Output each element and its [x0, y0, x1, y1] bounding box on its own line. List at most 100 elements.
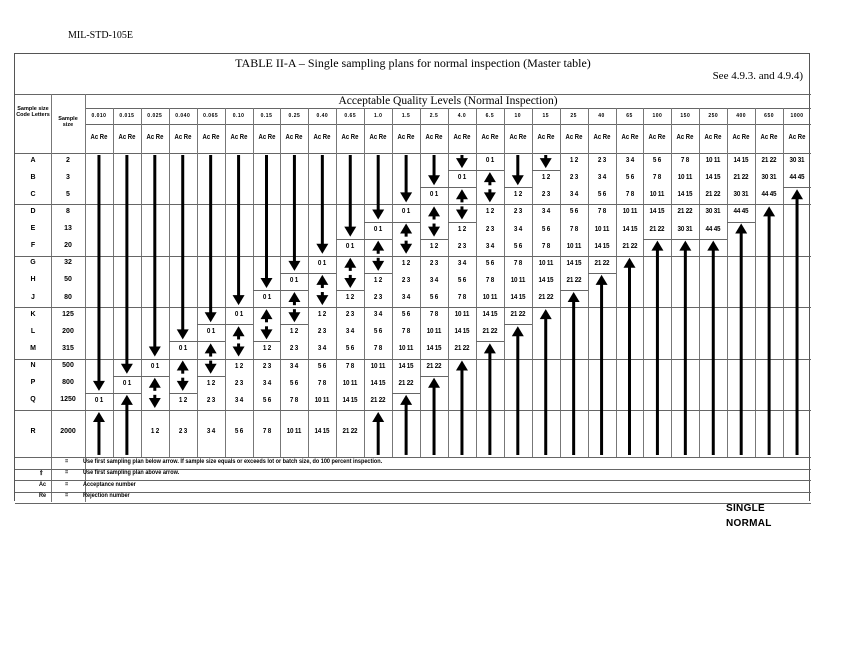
aql-level-header: 6.5 [485, 113, 495, 119]
ac-re-plan: 7 8 [485, 276, 494, 284]
ac-re-header: Ac Re [202, 134, 220, 141]
ac-re-plan: 1 2 [262, 345, 271, 353]
ac-re-plan: 21 22 [342, 428, 358, 436]
arrow-up-icon [511, 326, 524, 455]
ac-re-plan: 1 2 [178, 396, 187, 404]
plan-boundary [280, 290, 309, 292]
ac-re-plan: 10 11 [705, 157, 721, 164]
column-divider [699, 108, 701, 457]
plan-boundary [280, 324, 309, 326]
ac-re-plan: 5 6 [485, 259, 494, 267]
group-divider [15, 409, 811, 411]
arrow-up-icon [232, 326, 245, 340]
ac-re-header: Ac Re [369, 134, 387, 141]
column-divider [615, 108, 617, 457]
plan-boundary [224, 358, 253, 360]
ac-re-plan: 3 4 [234, 396, 243, 404]
ac-re-plan: 10 11 [342, 379, 358, 387]
arrow-head [260, 278, 273, 289]
plan-boundary [420, 187, 448, 189]
arrow-down-icon [400, 240, 413, 254]
arrow-head [539, 309, 552, 320]
plan-boundary [783, 187, 811, 189]
arrow-down-icon [483, 189, 496, 203]
ac-re-plan: 10 11 [678, 174, 693, 182]
arrow-down-icon [120, 155, 133, 374]
legend-symbol: Ac [39, 480, 47, 488]
ac-re-plan: 0 1 [429, 191, 439, 199]
arrow-head [428, 175, 441, 186]
ac-re-plan: 10 11 [315, 396, 330, 404]
ac-re-plan: 21 22 [510, 311, 526, 319]
ac-re-plan: 7 8 [681, 157, 690, 164]
ac-re-plan: 14 15 [370, 379, 386, 387]
ac-re-plan: 5 6 [290, 379, 299, 387]
aql-level-header: 0.065 [203, 113, 219, 119]
ac-re-header: Ac Re [732, 134, 750, 141]
code-letters-header: Sample size Code Letters [16, 106, 50, 118]
ac-re-header: Ac Re [146, 134, 164, 141]
ac-re-plan: 14 15 [342, 396, 358, 404]
ac-re-header: Ac Re [313, 134, 331, 141]
ac-re-plan: 10 11 [454, 311, 470, 319]
ac-re-plan: 5 6 [262, 396, 271, 404]
aql-level-header: 4.0 [457, 113, 467, 119]
arrow-up-icon [428, 377, 441, 455]
plan-boundary [364, 238, 393, 240]
sample-size: 5 [66, 190, 70, 198]
ac-re-plan: 0 1 [178, 345, 187, 353]
arrow-head [400, 243, 413, 254]
ac-re-plan: 21 22 [370, 396, 386, 404]
column-divider [196, 108, 198, 457]
sampling-plan-table: TABLE II-A – Single sampling plans for n… [14, 53, 811, 505]
ac-re-plan: 2 3 [457, 242, 467, 250]
ac-re-plan: 21 22 [454, 345, 470, 353]
ac-re-plan: 30 31 [733, 191, 749, 199]
ac-re-header: Ac Re [90, 134, 108, 141]
legend-equals: = [65, 457, 69, 465]
ac-re-plan: 1 2 [206, 379, 215, 387]
arrow-head [372, 260, 385, 271]
plan-boundary [475, 204, 504, 206]
ac-re-plan: 21 22 [677, 208, 693, 216]
column-divider [224, 108, 226, 457]
group-divider [15, 358, 811, 360]
arrow-down-icon [316, 292, 329, 306]
ac-re-plan: 44 45 [705, 225, 721, 233]
arrow-head [372, 240, 385, 251]
ac-re-plan: 14 15 [426, 345, 442, 353]
arrow-down-icon [344, 274, 357, 289]
arrow-head [92, 411, 105, 422]
ac-re-plan: 3 4 [625, 157, 634, 164]
ac-re-plan: 3 4 [597, 174, 606, 182]
arrow-head [791, 189, 804, 200]
aql-level-header: 150 [680, 113, 691, 119]
ac-re-plan: 7 8 [569, 225, 578, 233]
plan-boundary [308, 255, 337, 257]
code-letter: K [30, 310, 36, 318]
ac-re-plan: 14 15 [314, 428, 330, 436]
ac-re-plan: 0 1 [122, 379, 131, 387]
aql-level-header: 25 [570, 113, 577, 119]
arrow-down-icon [232, 155, 245, 306]
arrow-head [176, 360, 189, 371]
document-id: MIL-STD-105E [68, 30, 133, 41]
plan-boundary [364, 221, 393, 223]
arrow-head [316, 274, 329, 285]
plan-boundary [392, 255, 421, 257]
plan-boundary [559, 290, 588, 292]
plan-boundary [448, 221, 476, 223]
ac-re-plan: 21 22 [761, 157, 777, 164]
aql-level-header: 0.25 [288, 113, 301, 119]
aql-level-header: 0.015 [119, 113, 135, 119]
arrow-head [176, 329, 189, 340]
column-divider [503, 108, 505, 457]
ac-re-plan: 21 22 [705, 191, 721, 199]
arrow-down-icon [344, 155, 357, 237]
arrow-up-icon [92, 411, 105, 455]
plan-boundary [140, 375, 169, 377]
arrow-down-icon [511, 155, 524, 186]
ac-re-plan: 1 2 [234, 362, 243, 370]
arrow-head [735, 223, 748, 234]
plan-boundary [755, 204, 784, 206]
